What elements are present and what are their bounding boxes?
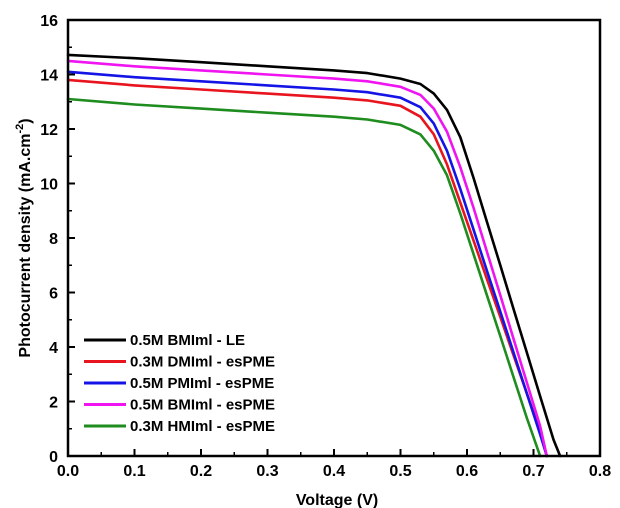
x-tick-label: 0.0 — [57, 463, 79, 480]
x-tick-label: 0.4 — [323, 463, 345, 480]
y-tick-label: 0 — [49, 449, 58, 466]
series-line-4 — [66, 59, 549, 458]
series-curves — [66, 53, 562, 458]
x-tick-label: 0.6 — [456, 463, 478, 480]
y-axis-title-close: ) — [17, 118, 34, 123]
x-tick-label: 0.2 — [190, 463, 212, 480]
legend-label: 0.5M BMIml - esPME — [130, 397, 275, 414]
series-line-1 — [66, 53, 562, 458]
legend-label: 0.3M HMIml - esPME — [130, 418, 275, 435]
y-tick-label: 12 — [40, 122, 58, 139]
legend-label: 0.5M BMIml - LE — [130, 332, 245, 349]
x-tick-label: 0.3 — [256, 463, 278, 480]
y-tick-label: 8 — [49, 231, 58, 248]
y-tick-label: 4 — [49, 340, 58, 357]
y-axis-title-superscript: -2 — [14, 124, 26, 134]
y-tick-label: 10 — [40, 177, 58, 194]
y-tick-label: 14 — [40, 68, 58, 85]
axis-ticks — [67, 19, 601, 457]
y-tick-labels: 0 2 4 6 8 10 12 14 16 — [40, 13, 58, 466]
x-tick-labels: 0.0 0.1 0.2 0.3 0.4 0.5 0.6 0.7 0.8 — [57, 463, 611, 480]
x-tick-label: 0.1 — [123, 463, 145, 480]
y-axis-title: Photocurrent density (mA.cm-2) — [14, 118, 34, 357]
y-tick-label: 2 — [49, 395, 58, 412]
y-tick-label: 6 — [49, 286, 58, 303]
series-line-5 — [66, 97, 542, 458]
legend-label: 0.5M PMIml - esPME — [130, 375, 274, 392]
legend: 0.5M BMIml - LE 0.3M DMIml - esPME 0.5M PM… — [84, 332, 275, 435]
x-tick-label: 0.5 — [389, 463, 411, 480]
x-tick-label: 0.8 — [589, 463, 611, 480]
y-axis-title-main: Photocurrent density (mA.cm — [17, 134, 34, 358]
legend-label: 0.3M DMIml - esPME — [130, 354, 275, 371]
x-axis-title: Voltage (V) — [296, 492, 378, 508]
series-line-3 — [66, 70, 549, 458]
y-tick-label: 16 — [40, 13, 58, 30]
x-tick-label: 0.7 — [522, 463, 544, 480]
